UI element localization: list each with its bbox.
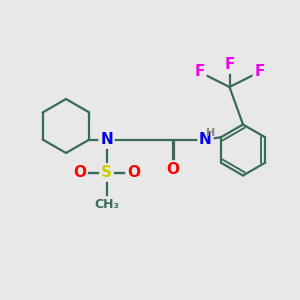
Text: F: F <box>224 57 235 72</box>
Text: N: N <box>100 132 113 147</box>
Text: H: H <box>206 128 215 138</box>
Text: O: O <box>127 165 140 180</box>
Text: N: N <box>199 132 212 147</box>
Text: CH₃: CH₃ <box>94 197 119 211</box>
Text: F: F <box>254 64 265 80</box>
Text: F: F <box>194 64 205 80</box>
Text: S: S <box>101 165 112 180</box>
Text: O: O <box>166 162 179 177</box>
Text: O: O <box>73 165 86 180</box>
